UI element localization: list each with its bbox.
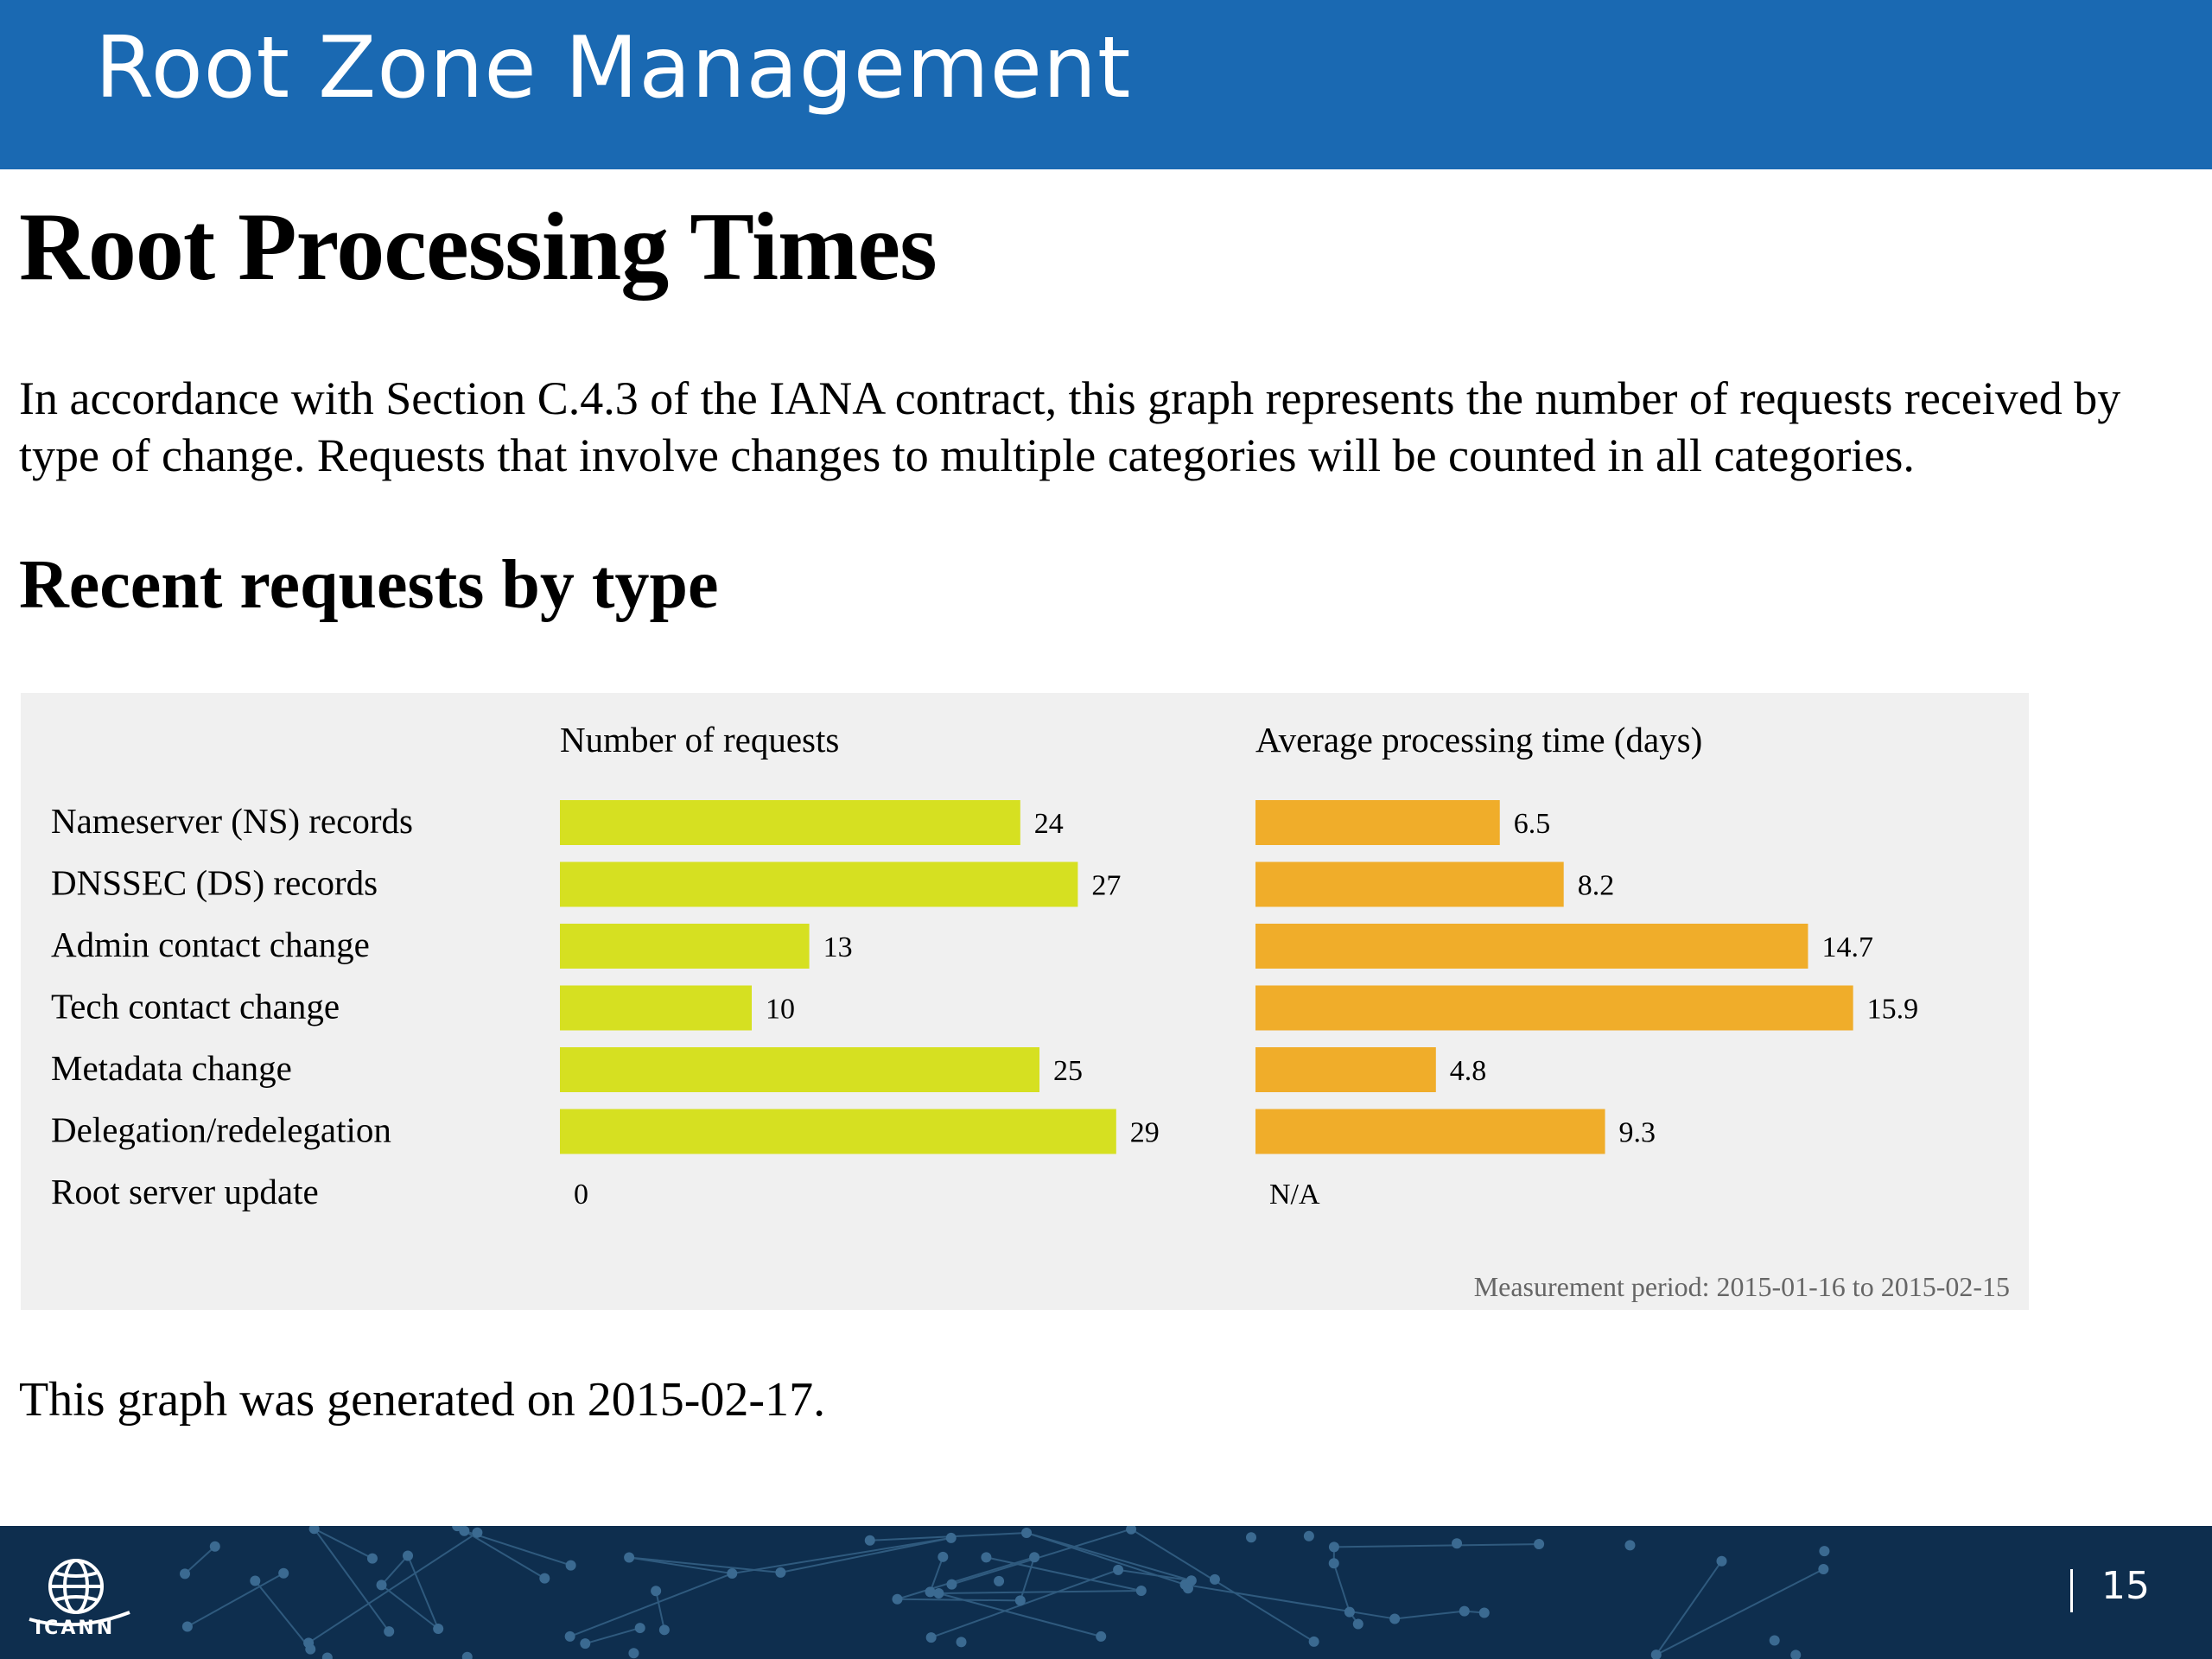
requests-value-label: 10 (766, 994, 795, 1026)
time-column-heading: Average processing time (days) (1255, 720, 1702, 760)
network-lines (180, 1526, 1830, 1659)
time-bar (1255, 1109, 1605, 1154)
requests-value-label: 13 (823, 931, 853, 963)
slide-number: 15 (2101, 1564, 2150, 1608)
requests-bar (560, 1109, 1116, 1154)
time-bar (1255, 924, 1808, 969)
category-label: Root server update (51, 1172, 319, 1211)
requests-value-label: 29 (1130, 1117, 1160, 1149)
header-title: Root Zone Management (95, 19, 1132, 118)
time-value-label: 14.7 (1821, 931, 1873, 963)
requests-bar (560, 985, 752, 1031)
requests-bar (560, 1047, 1039, 1092)
requests-value-label: 25 (1053, 1055, 1083, 1087)
time-bar (1255, 861, 1564, 907)
time-bar (1255, 1047, 1436, 1092)
icann-globe-icon (29, 1559, 130, 1627)
chart-panel: Number of requests Average processing tim… (21, 693, 2029, 1310)
time-value-label: 8.2 (1578, 870, 1615, 902)
category-label: Metadata change (51, 1048, 292, 1088)
requests-bar (560, 800, 1020, 845)
category-label: Tech contact change (51, 987, 340, 1027)
category-label: Delegation/redelegation (51, 1110, 391, 1150)
requests-chart: Number of requests Average processing tim… (51, 720, 1919, 1211)
network-pattern (180, 1526, 1830, 1659)
time-bar (1255, 800, 1500, 845)
time-bar (1255, 985, 1853, 1031)
footer: ICANN 15 (0, 1526, 2212, 1659)
measurement-period: Measurement period: 2015-01-16 to 2015-0… (1473, 1271, 2010, 1302)
page-title: Root Processing Times (19, 194, 938, 301)
time-value-label: 6.5 (1514, 808, 1551, 840)
time-value-label: N/A (1269, 1179, 1320, 1211)
icann-logo-text: ICANN (35, 1618, 116, 1639)
requests-value-label: 0 (574, 1179, 588, 1211)
generated-note: This graph was generated on 2015-02-17. (19, 1373, 826, 1427)
requests-column-heading: Number of requests (560, 720, 839, 760)
requests-value-label: 24 (1034, 808, 1064, 840)
requests-bar (560, 924, 810, 969)
time-value-label: 9.3 (1619, 1117, 1656, 1149)
category-label: DNSSEC (DS) records (51, 863, 378, 903)
requests-value-label: 27 (1091, 870, 1121, 902)
time-value-label: 15.9 (1867, 994, 1919, 1026)
header-bar: Root Zone Management (0, 0, 2212, 169)
category-label: Nameserver (NS) records (51, 801, 413, 841)
time-value-label: 4.8 (1450, 1055, 1487, 1087)
intro-paragraph: In accordance with Section C.4.3 of the … (19, 372, 2121, 481)
category-label: Admin contact change (51, 925, 370, 964)
section-title: Recent requests by type (19, 547, 719, 623)
requests-bar (560, 861, 1078, 907)
slide-separator (2070, 1569, 2073, 1612)
